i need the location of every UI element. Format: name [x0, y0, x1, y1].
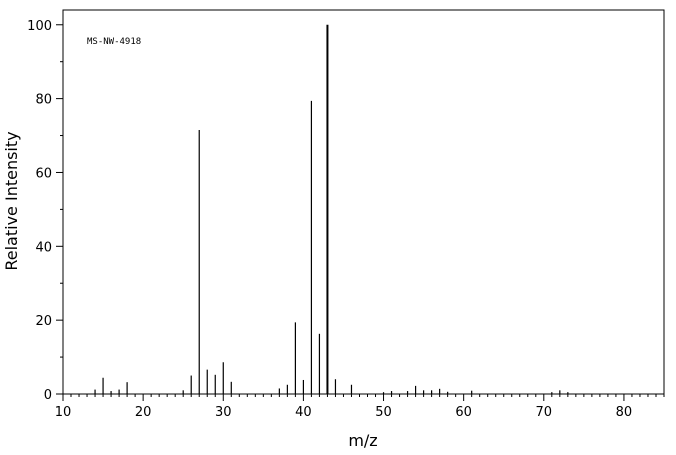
x-tick-label: 70	[536, 405, 553, 420]
x-tick-label: 10	[55, 405, 72, 420]
x-tick-label: 30	[215, 405, 232, 420]
x-tick-label: 50	[375, 405, 392, 420]
plot-frame	[62, 9, 665, 395]
x-major-ticks: 10 20 30 40 50 60 70 80	[55, 394, 632, 420]
x-minor-ticks	[70, 394, 665, 397]
y-tick-label: 40	[35, 240, 52, 255]
y-axis-label: Relative Intensity	[2, 131, 21, 270]
x-axis-label: m/z	[348, 431, 377, 450]
y-tick-label: 80	[35, 93, 52, 108]
x-tick-label: 20	[135, 405, 152, 420]
y-tick-label: 20	[35, 314, 52, 329]
y-tick-label: 0	[44, 388, 52, 403]
x-tick-label: 80	[616, 405, 633, 420]
y-minor-ticks	[60, 61, 63, 358]
y-tick-label: 60	[35, 166, 52, 181]
spectrum-peaks	[94, 24, 569, 394]
x-tick-label: 40	[295, 405, 312, 420]
x-tick-label: 60	[455, 405, 472, 420]
y-tick-label: 100	[27, 19, 52, 34]
chart-annotation: MS-NW-4918	[87, 37, 141, 47]
y-major-ticks: 0 20 40 60 80 100	[27, 19, 63, 403]
